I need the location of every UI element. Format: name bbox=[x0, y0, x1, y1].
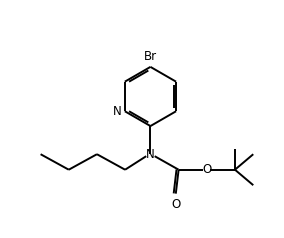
Text: O: O bbox=[202, 163, 211, 176]
Text: O: O bbox=[171, 198, 180, 211]
Text: N: N bbox=[113, 105, 122, 118]
Text: Br: Br bbox=[144, 50, 157, 63]
Text: N: N bbox=[146, 148, 155, 161]
